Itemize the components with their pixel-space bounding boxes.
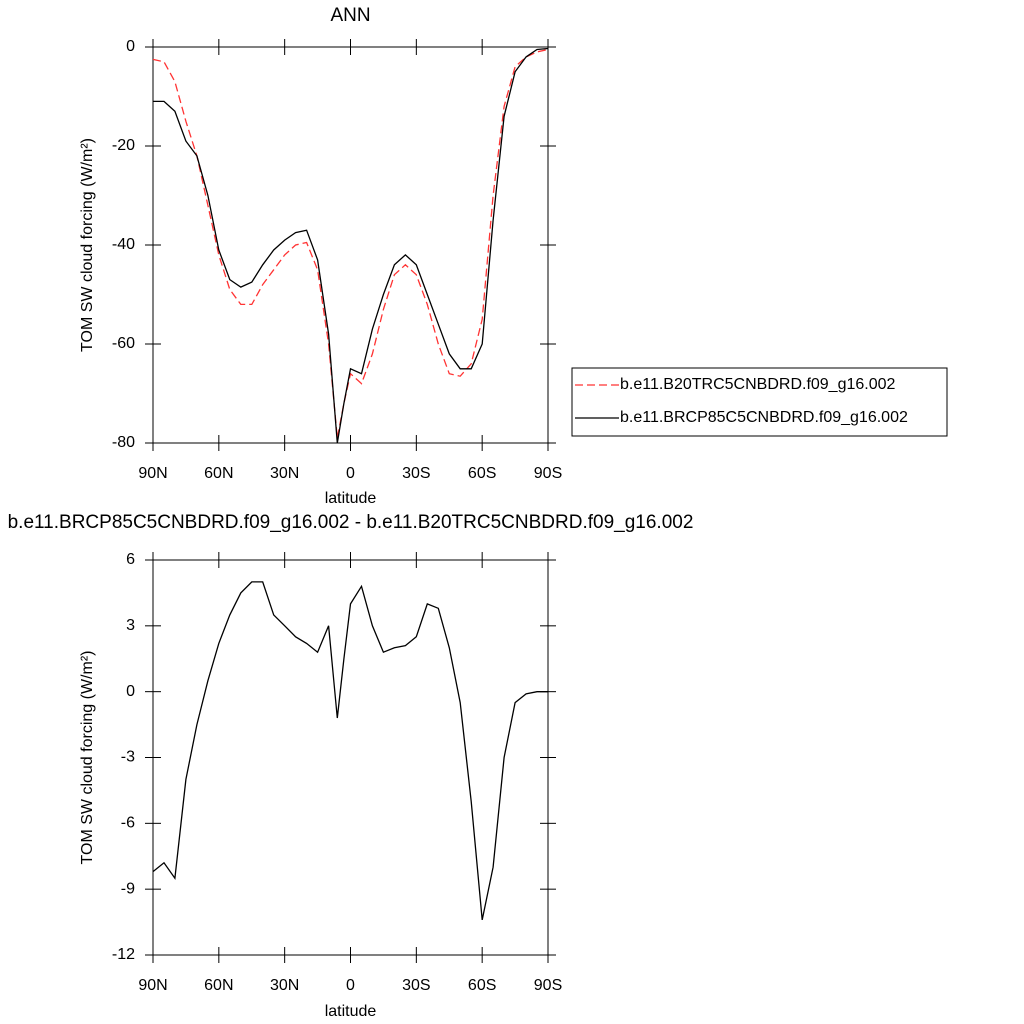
x-axis-label: latitude — [325, 1003, 377, 1020]
series-line — [153, 47, 549, 444]
x-tick-label: 30N — [270, 977, 299, 994]
x-tick-label: 90S — [534, 465, 562, 482]
x-tick-label: 30S — [402, 977, 430, 994]
x-axis-label: latitude — [325, 490, 377, 507]
legend-label: b.e11.B20TRC5CNBDRD.f09_g16.002 — [620, 376, 896, 393]
x-tick-label: 90N — [138, 465, 167, 482]
y-axis-label: TOM SW cloud forcing (W/m²) — [79, 651, 96, 865]
y-tick-label: 6 — [126, 551, 135, 568]
legend-box — [571, 367, 948, 437]
y-tick-label: 0 — [126, 683, 135, 700]
x-tick-label: 0 — [346, 465, 355, 482]
x-tick-label: 60N — [204, 977, 233, 994]
x-tick-label: 90S — [534, 977, 562, 994]
x-tick-label: 30N — [270, 465, 299, 482]
y-axis-label: TOM SW cloud forcing (W/m²) — [79, 138, 96, 352]
y-tick-label: -6 — [121, 815, 135, 832]
y-tick-label: -12 — [112, 946, 135, 963]
chart-title: b.e11.BRCP85C5CNBDRD.f09_g16.002 - b.e11… — [8, 512, 694, 533]
x-tick-label: 0 — [346, 977, 355, 994]
y-tick-label: -9 — [121, 880, 135, 897]
series-line — [152, 48, 549, 439]
y-tick-label: -3 — [121, 749, 135, 766]
x-tick-label: 60S — [468, 465, 496, 482]
legend-label: b.e11.BRCP85C5CNBDRD.f09_g16.002 — [620, 409, 908, 426]
x-tick-label: 60S — [468, 977, 496, 994]
x-tick-label: 90N — [138, 977, 167, 994]
x-tick-label: 30S — [402, 465, 430, 482]
plot-frame — [152, 559, 549, 956]
y-tick-label: 0 — [126, 38, 135, 55]
series-line — [152, 581, 548, 921]
y-tick-label: -40 — [112, 236, 135, 253]
chart-title: ANN — [330, 5, 370, 26]
y-tick-label: -20 — [112, 137, 135, 154]
y-tick-label: 3 — [126, 617, 135, 634]
y-tick-label: -60 — [112, 335, 135, 352]
x-tick-label: 60N — [204, 465, 233, 482]
y-tick-label: -80 — [112, 434, 135, 451]
plot-frame — [152, 46, 549, 444]
